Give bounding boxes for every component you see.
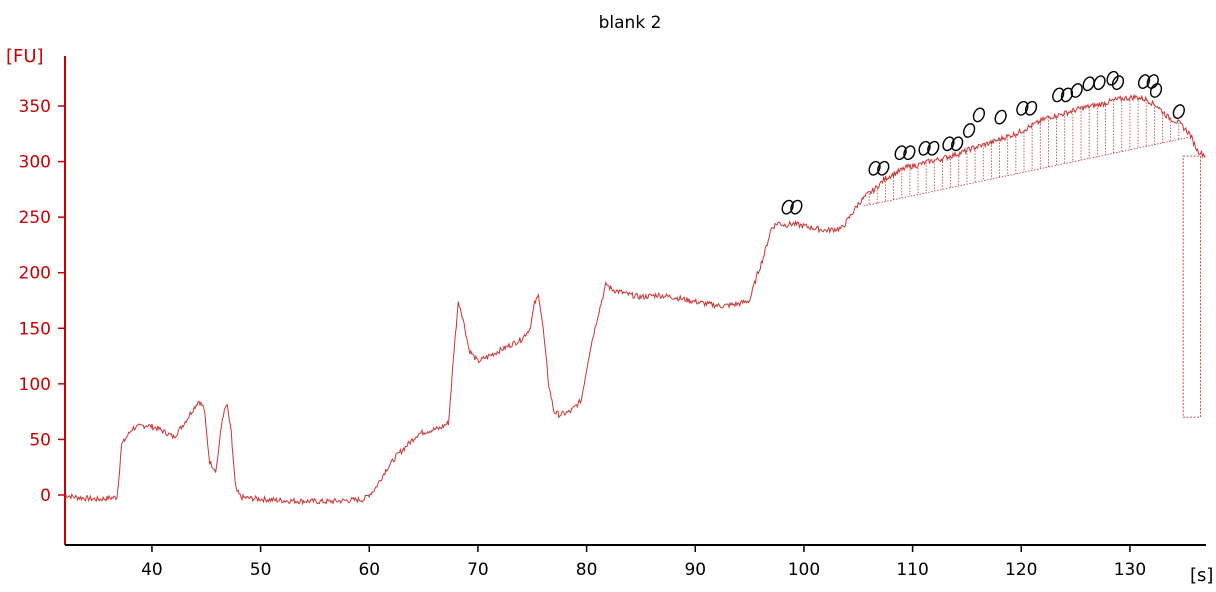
x-tick-label: 70: [467, 560, 489, 580]
peak-marker: [894, 145, 907, 161]
peak-marker: [972, 107, 985, 123]
peak-marker: [1060, 87, 1074, 103]
x-tick-label: 50: [250, 560, 272, 580]
peak-marker: [918, 140, 931, 156]
x-tick-label: 40: [141, 560, 163, 580]
peak-marker: [962, 123, 976, 138]
peak-marker: [1016, 100, 1029, 116]
x-tick-label: 60: [358, 560, 380, 580]
x-tick-label: 120: [1005, 560, 1037, 580]
peak-drop-lines: [863, 97, 1202, 418]
y-tick-label: 0: [40, 486, 51, 506]
x-tick-label: 110: [896, 560, 928, 580]
peak-marker: [942, 136, 955, 152]
y-ticks: 0 50 100 150 200 250 300 350: [19, 97, 65, 506]
peak-marker: [1052, 87, 1065, 103]
chart-title: blank 2: [599, 13, 662, 33]
peak-baseline: [863, 136, 1190, 207]
y-tick-label: 50: [29, 430, 51, 450]
y-axis-unit: [FU]: [6, 46, 44, 67]
y-tick-label: 150: [19, 319, 51, 339]
peak-marker: [1093, 75, 1106, 91]
x-axis-unit: [s]: [1190, 565, 1213, 586]
x-tick-label: 130: [1114, 560, 1146, 580]
peak-marker: [903, 145, 916, 161]
peak-marker: [1172, 104, 1185, 119]
x-tick-label: 80: [576, 560, 598, 580]
detector-drop-box: [1182, 155, 1202, 418]
x-tick-label: 90: [684, 560, 706, 580]
peak-marker: [1106, 70, 1119, 86]
y-tick-label: 100: [19, 375, 51, 395]
peak-marker: [1070, 83, 1083, 98]
peak-marker: [877, 160, 890, 176]
peak-marker: [951, 136, 964, 152]
x-ticks: 40 50 60 70 80 90 100 110 120 130: [141, 545, 1146, 580]
peak-markers: [781, 70, 1185, 215]
y-tick-label: 200: [19, 264, 51, 284]
peak-marker: [1082, 76, 1095, 92]
x-tick-label: 100: [788, 560, 820, 580]
peak-marker: [790, 199, 803, 215]
y-tick-label: 300: [19, 153, 51, 173]
peak-marker: [927, 140, 940, 156]
peak-marker: [1149, 83, 1163, 98]
signal-trace: [64, 93, 1206, 506]
peak-marker: [1111, 75, 1125, 91]
peak-marker: [994, 109, 1007, 125]
peak-marker: [1137, 74, 1151, 89]
peak-marker: [868, 160, 881, 176]
y-tick-label: 350: [19, 97, 51, 117]
peak-marker: [781, 199, 794, 215]
peak-marker: [1024, 100, 1038, 116]
y-tick-label: 250: [19, 208, 51, 228]
